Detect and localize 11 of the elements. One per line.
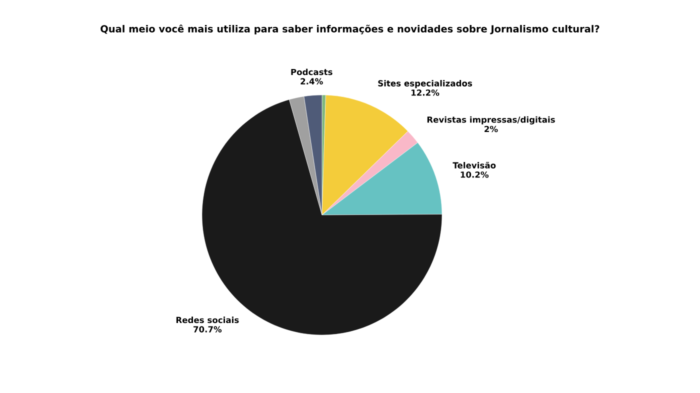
- chart-title: Qual meio você mais utiliza para saber informações e novidades sobre Jornalismo cultural?: [100, 24, 600, 34]
- data-label: 2.4%: [300, 78, 323, 84]
- data-label: 2%: [484, 126, 498, 132]
- slice-label: Revistas impressas/digitais: [427, 116, 555, 124]
- slice-label: Podcasts: [291, 68, 332, 76]
- data-label: 70.7%: [194, 326, 222, 332]
- data-label: 10.2%: [460, 171, 489, 178]
- data-label: 12.2%: [412, 89, 440, 96]
- slice-label: Sites especializados: [378, 80, 472, 88]
- slice-label: Redes sociais: [176, 316, 239, 324]
- slice-label: Televisão: [452, 162, 496, 168]
